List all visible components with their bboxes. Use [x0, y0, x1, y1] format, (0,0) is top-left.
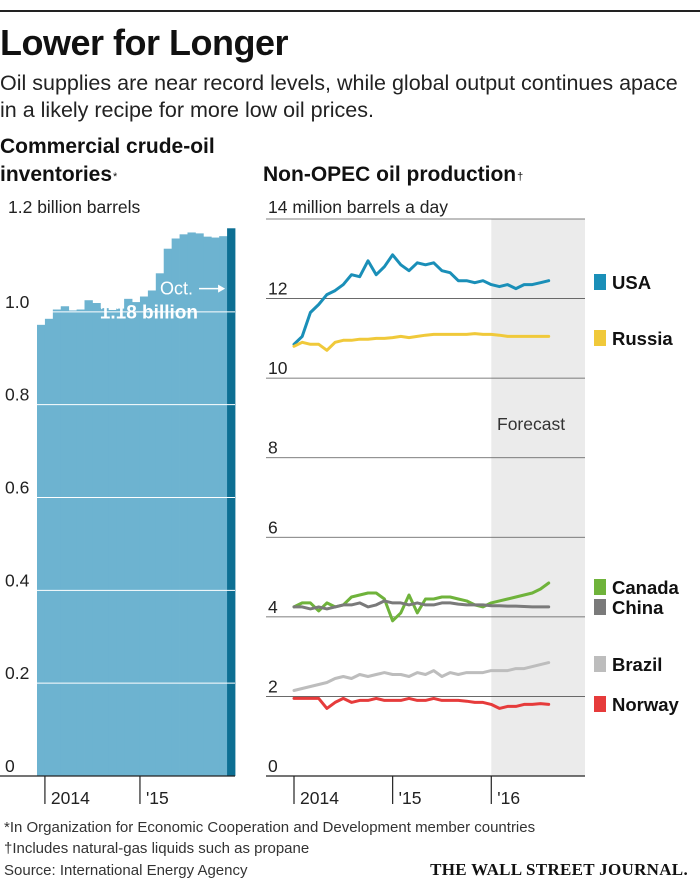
- x-tick-label: 2014: [300, 788, 339, 808]
- forecast-label: Forecast: [497, 414, 565, 434]
- source-note: Source: International Energy Agency: [4, 862, 248, 879]
- annotation-arrow-head: [218, 284, 226, 293]
- footnote-oecd: *In Organization for Economic Cooperatio…: [4, 819, 536, 836]
- y-tick-label: 0.2: [5, 663, 29, 683]
- bar: [132, 302, 141, 776]
- bar: [44, 318, 54, 776]
- footnote-ngl: †Includes natural-gas liquids such as pr…: [4, 840, 310, 857]
- annotation-value: 1.18 billion: [100, 303, 198, 324]
- legend-swatch-norway: [594, 696, 606, 712]
- bar: [203, 236, 212, 777]
- series-line-brazil: [292, 661, 551, 692]
- bar: [195, 233, 204, 776]
- series-line-russia: [292, 332, 551, 352]
- bar: [76, 309, 85, 776]
- legend-label-usa: USA: [612, 272, 651, 293]
- left-chart-title: Commercial crude-oil inventories*: [0, 133, 260, 189]
- legend-label-russia: Russia: [612, 328, 673, 349]
- bar: [179, 234, 188, 776]
- series-line-norway: [292, 696, 551, 710]
- left-chart-unit-label: 1.2 billion barrels: [8, 197, 141, 217]
- bar: [116, 308, 125, 776]
- y-tick-label: 10: [268, 358, 288, 378]
- top-rule: [0, 10, 700, 12]
- x-tick-label: '15: [146, 788, 169, 808]
- bar: [155, 273, 165, 776]
- bar: [92, 303, 101, 776]
- bar: [60, 306, 70, 776]
- y-tick-label: 0.4: [5, 570, 30, 590]
- y-tick-label: 0: [268, 756, 278, 776]
- y-tick-label: 2: [268, 676, 278, 696]
- legend-swatch-china: [594, 599, 606, 615]
- legend-swatch-brazil: [594, 656, 606, 672]
- right-chart-unit-label: 14 million barrels a day: [268, 197, 448, 217]
- y-tick-label: 1.0: [5, 292, 30, 312]
- bar: [163, 248, 173, 776]
- bar: [147, 290, 157, 776]
- y-tick-label: 4: [268, 597, 278, 617]
- left-chart-title-text: Commercial crude-oil inventories: [0, 135, 215, 186]
- legend-label-canada: Canada: [612, 577, 680, 598]
- bar: [68, 310, 77, 776]
- bar: [52, 309, 62, 776]
- bar: [187, 232, 196, 777]
- bar: [211, 237, 220, 777]
- forecast-band: [491, 219, 585, 776]
- y-tick-label: 8: [268, 438, 278, 458]
- page-subtitle: Oil supplies are near record levels, whi…: [0, 71, 678, 122]
- bar-highlight: [227, 228, 236, 777]
- y-tick-label: 6: [268, 517, 278, 537]
- legend-label-china: China: [612, 597, 664, 618]
- right-chart-title: Non-OPEC oil production†: [263, 161, 523, 189]
- legend-label-norway: Norway: [612, 694, 680, 715]
- series-line-china: [292, 599, 551, 611]
- left-chart-title-mark: *: [113, 171, 118, 183]
- right-chart-title-text: Non-OPEC oil production: [263, 163, 517, 186]
- legend-swatch-canada: [594, 579, 606, 595]
- y-tick-label: 12: [268, 279, 287, 299]
- y-tick-label: 0: [5, 756, 15, 776]
- y-tick-label: 0.6: [5, 478, 29, 498]
- bar: [84, 300, 93, 776]
- bar: [37, 324, 46, 776]
- x-tick-label: '15: [399, 788, 422, 808]
- series-line-usa: [292, 253, 551, 346]
- y-tick-label: 0.8: [5, 385, 29, 405]
- legend-swatch-usa: [594, 274, 606, 290]
- publisher-logo: THE WALL STREET JOURNAL.: [430, 860, 688, 879]
- x-tick-label: '16: [497, 788, 520, 808]
- bar: [100, 308, 109, 776]
- legend-label-brazil: Brazil: [612, 654, 662, 675]
- bar: [139, 296, 149, 776]
- page-title: Lower for Longer: [0, 22, 289, 63]
- bar: [124, 298, 133, 776]
- bar: [108, 309, 117, 776]
- legend-swatch-russia: [594, 330, 606, 346]
- annotation-month: Oct.: [160, 279, 193, 299]
- bar: [219, 236, 228, 776]
- bar: [171, 238, 180, 776]
- x-tick-label: 2014: [51, 788, 90, 808]
- right-chart-title-mark: †: [517, 171, 524, 183]
